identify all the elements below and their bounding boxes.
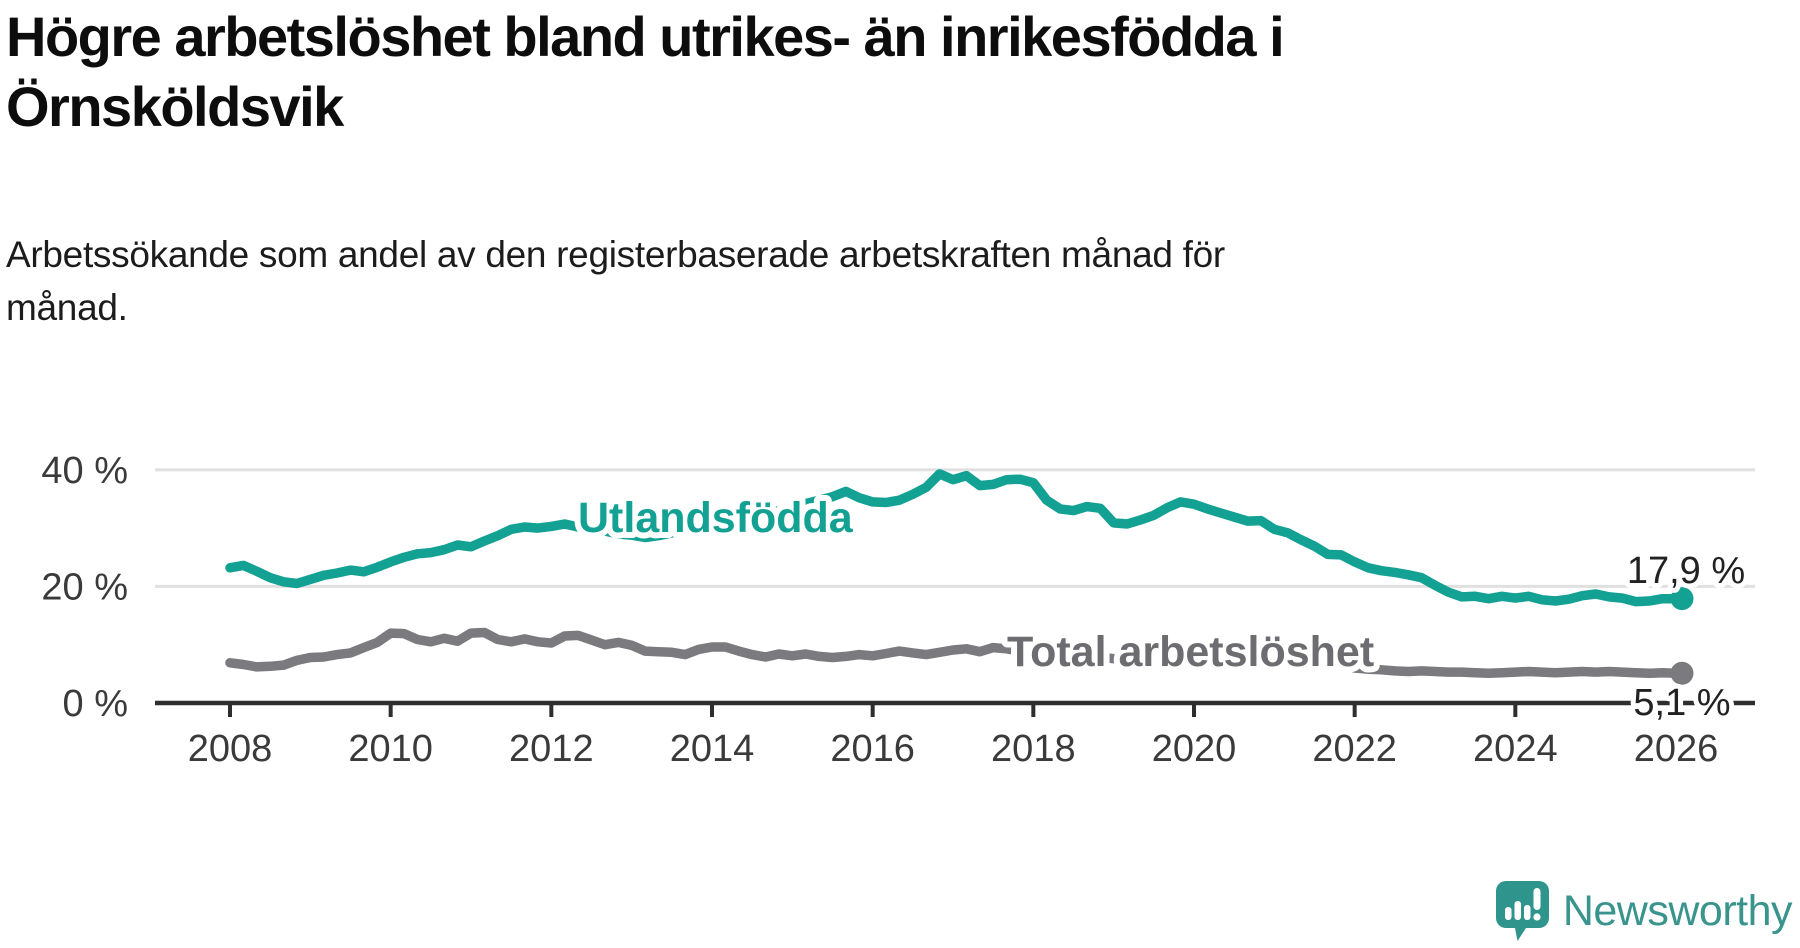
end-value-total-arbetsloshet: 5,1 %: [1633, 682, 1730, 724]
end-value-utlandsfodda: 17,9 %: [1627, 550, 1745, 592]
page-title: Högre arbetslöshet bland utrikes- än inr…: [6, 2, 1285, 142]
y-tick-label: 40 %: [41, 450, 128, 492]
logo-exclamation-bar: [1533, 888, 1541, 910]
x-tick-label: 2024: [1473, 728, 1558, 770]
newsworthy-logo-icon: [1495, 881, 1549, 941]
series-end-dot: [1670, 587, 1694, 611]
logo-bar-3: [1523, 905, 1531, 920]
series-label-utlandsfodda: Utlandsfödda: [578, 494, 854, 542]
x-tick-label: 2018: [991, 728, 1076, 770]
logo-bubble: [1495, 881, 1549, 941]
subtitle-line-2: månad.: [6, 287, 128, 328]
title-line-2: Örnsköldsvik: [6, 75, 344, 138]
y-tick-label: 20 %: [41, 566, 128, 608]
series-line-utlandsf-dda: [225, 469, 1681, 607]
logo-exclamation-dot: [1533, 913, 1541, 921]
x-tick-label: 2020: [1152, 728, 1237, 770]
subtitle-line-1: Arbetssökande som andel av den registerb…: [6, 234, 1225, 275]
logo-bar-1: [1504, 907, 1512, 920]
chart-subtitle: Arbetssökande som andel av den registerb…: [6, 228, 1225, 334]
x-tick-label: 2014: [670, 728, 755, 770]
x-tick-label: 2026: [1634, 728, 1719, 770]
x-tick-label: 2016: [830, 728, 915, 770]
y-tick-label: 0 %: [63, 683, 128, 725]
x-tick-label: 2010: [348, 728, 433, 770]
series-label-total-arbetsloshet: Total arbetslöshet: [1007, 628, 1374, 676]
newsworthy-attribution: Newsworthy: [1495, 880, 1793, 942]
series-line-total-arbetsl-shet: [225, 627, 1681, 679]
x-tick-label: 2022: [1312, 728, 1397, 770]
x-tick-label: 2012: [509, 728, 594, 770]
brand-name: Newsworthy: [1562, 886, 1793, 935]
x-tick-label: 2008: [188, 728, 273, 770]
logo-bar-2: [1514, 901, 1521, 920]
title-line-1: Högre arbetslöshet bland utrikes- än inr…: [6, 5, 1285, 68]
chart-layer: 40 % 20 % 0 % 2008 2010 2012 2014 2016 2018 2020 2…: [41, 450, 1755, 770]
series-end-dot: [1670, 661, 1694, 685]
